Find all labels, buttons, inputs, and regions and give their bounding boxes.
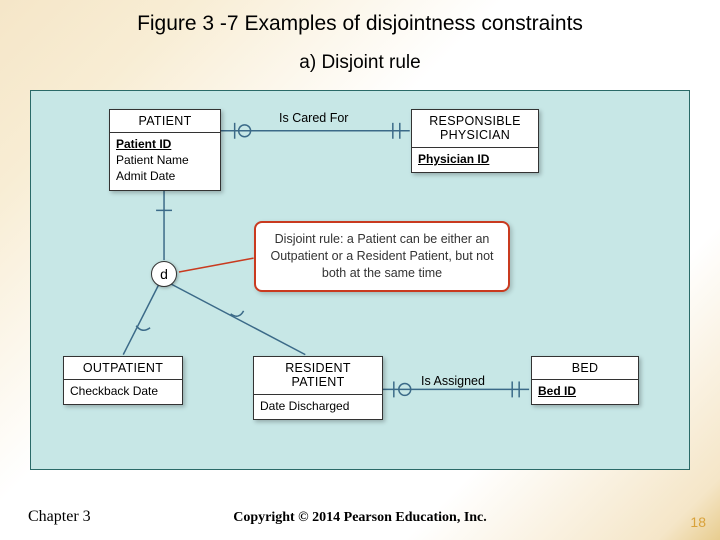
attr-patient-name: Patient Name xyxy=(116,152,214,168)
attr-checkback-date: Checkback Date xyxy=(70,383,176,399)
figure-subtitle: a) Disjoint rule xyxy=(0,36,720,74)
rel-assigned-label: Is Assigned xyxy=(421,374,485,388)
entity-bed: BED Bed ID xyxy=(531,356,639,405)
entity-physician: RESPONSIBLE PHYSICIAN Physician ID xyxy=(411,109,539,173)
entity-physician-attrs: Physician ID xyxy=(412,148,538,172)
figure-title: Figure 3 -7 Examples of disjointness con… xyxy=(0,0,720,36)
attr-admit-date: Admit Date xyxy=(116,168,214,184)
entity-physician-name: RESPONSIBLE PHYSICIAN xyxy=(412,110,538,148)
attr-date-discharged: Date Discharged xyxy=(260,398,376,414)
er-diagram: PATIENT Patient ID Patient Name Admit Da… xyxy=(30,90,690,470)
copyright-label: Copyright © 2014 Pearson Education, Inc. xyxy=(0,510,720,526)
page-number: 18 xyxy=(690,514,706,530)
entity-patient-name: PATIENT xyxy=(110,110,220,133)
entity-bed-name: BED xyxy=(532,357,638,380)
entity-patient-attrs: Patient ID Patient Name Admit Date xyxy=(110,133,220,190)
entity-resident-attrs: Date Discharged xyxy=(254,395,382,419)
disjoint-indicator: d xyxy=(151,261,177,287)
entity-resident: RESIDENT PATIENT Date Discharged xyxy=(253,356,383,420)
disjoint-rule-callout: Disjoint rule: a Patient can be either a… xyxy=(254,221,510,292)
entity-resident-name: RESIDENT PATIENT xyxy=(254,357,382,395)
entity-bed-attrs: Bed ID xyxy=(532,380,638,404)
entity-outpatient: OUTPATIENT Checkback Date xyxy=(63,356,183,405)
rel-cared-for-label: Is Cared For xyxy=(279,111,348,125)
entity-outpatient-attrs: Checkback Date xyxy=(64,380,182,404)
attr-physician-id: Physician ID xyxy=(418,152,489,166)
entity-patient: PATIENT Patient ID Patient Name Admit Da… xyxy=(109,109,221,191)
entity-outpatient-name: OUTPATIENT xyxy=(64,357,182,380)
attr-patient-id: Patient ID xyxy=(116,137,171,151)
attr-bed-id: Bed ID xyxy=(538,384,576,398)
